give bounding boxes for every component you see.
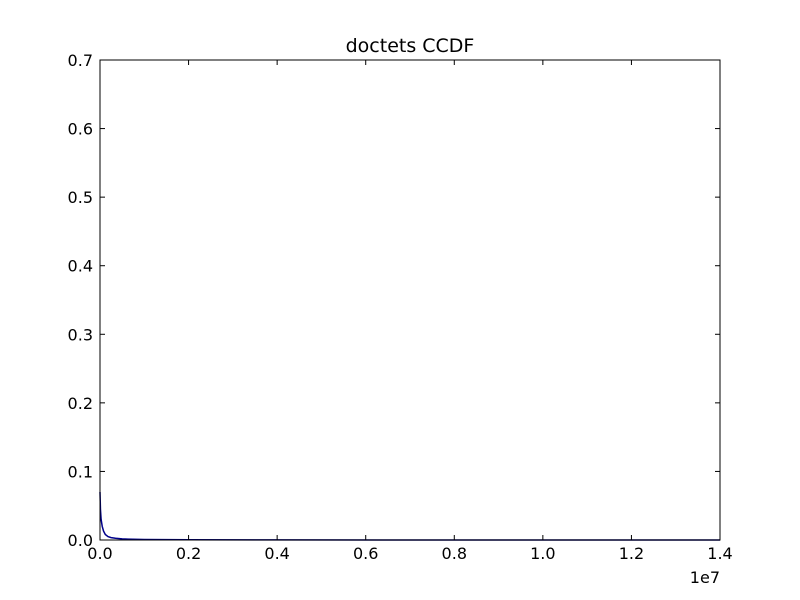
chart-title: doctets CCDF (346, 35, 475, 57)
plot-area: 0.0 0.2 0.4 0.6 0.8 1.0 1.2 1.4 0.0 0.1 0.2 0.3 0.4 0… (68, 51, 733, 563)
x-tick-label-2: 0.4 (264, 544, 289, 563)
y-tick-label-0: 0.0 (68, 531, 93, 550)
x-tick-label-6: 1.2 (619, 544, 644, 563)
x-tick-label-1: 0.2 (176, 544, 201, 563)
x-tick-label-5: 1.0 (530, 544, 555, 563)
axes-frame (99, 59, 721, 541)
x-tick-label-7: 1.4 (707, 544, 732, 563)
y-tick-label-1: 0.1 (68, 462, 93, 481)
x-tick-label-0: 0.0 (87, 544, 112, 563)
x-tick-label-4: 0.8 (442, 544, 467, 563)
y-tick-label-2: 0.2 (68, 394, 93, 413)
y-tick-label-5: 0.5 (68, 188, 93, 207)
x-axis-offset-label: 1e7 (690, 568, 720, 587)
y-tick-label-3: 0.3 (68, 325, 93, 344)
y-tick-label-7: 0.7 (68, 51, 93, 70)
y-tick-label-4: 0.4 (68, 257, 93, 276)
y-tick-label-6: 0.6 (68, 120, 93, 139)
x-tick-label-3: 0.6 (353, 544, 378, 563)
series-line-0 (99, 491, 721, 541)
